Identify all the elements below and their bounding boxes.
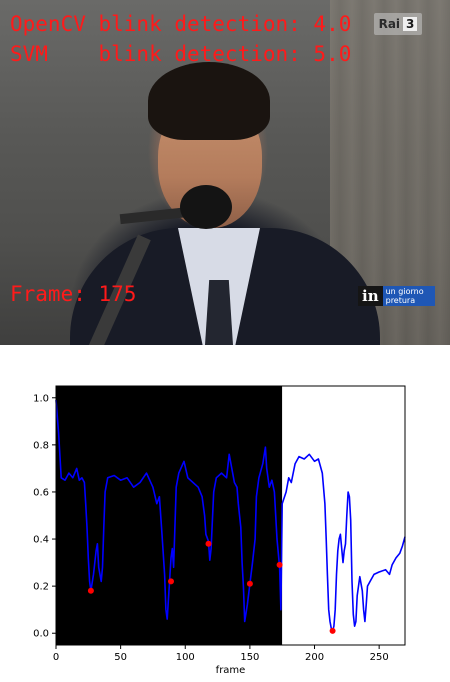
x-tick-label: 50 bbox=[114, 652, 127, 663]
channel-logo-number: 3 bbox=[403, 17, 418, 31]
channel-logo: Rai 3 bbox=[374, 13, 422, 35]
y-tick-label: 1.0 bbox=[33, 393, 49, 404]
frame-counter: Frame: 175 bbox=[10, 282, 137, 306]
program-badge: in un giorno pretura bbox=[358, 286, 435, 306]
x-axis-label: frame bbox=[216, 665, 246, 676]
x-tick-label: 250 bbox=[370, 652, 389, 663]
y-axis: 0.0 0.2 0.4 0.6 0.8 1.0 bbox=[33, 393, 56, 640]
x-tick-label: 0 bbox=[53, 652, 59, 663]
svm-blink-count: SVM blink detection: 5.0 bbox=[10, 42, 352, 66]
program-badge-line-1: un giorno bbox=[385, 287, 424, 296]
axes-frame bbox=[55, 385, 406, 646]
blink-signal-chart: 0 50 100 150 200 250 0.0 0.2 0.4 0.6 0.8 1.0 frame bbox=[0, 380, 450, 682]
blink-marker-1 bbox=[87, 587, 94, 594]
series-layer bbox=[55, 400, 406, 634]
microphone-icon bbox=[180, 185, 232, 229]
program-badge-logo: in bbox=[358, 286, 383, 306]
y-tick-label: 0.6 bbox=[33, 487, 49, 498]
blink-marker-3 bbox=[205, 540, 212, 547]
y-tick-label: 0.2 bbox=[33, 582, 49, 593]
x-tick-label: 200 bbox=[305, 652, 324, 663]
chart-svg: 0 50 100 150 200 250 0.0 0.2 0.4 0.6 0.8 1.0 frame bbox=[33, 385, 406, 676]
blink-marker-5 bbox=[276, 561, 283, 568]
y-tick-label: 0.4 bbox=[33, 535, 49, 546]
y-tick-label: 0.0 bbox=[33, 629, 49, 640]
program-badge-line-2: pretura bbox=[385, 296, 416, 305]
signal-line bbox=[55, 400, 406, 632]
channel-logo-text: Rai bbox=[378, 17, 401, 31]
x-axis: 0 50 100 150 200 250 bbox=[53, 645, 389, 663]
blink-marker-2 bbox=[168, 578, 174, 585]
video-frame: OpenCV blink detection: 4.0 SVM blink de… bbox=[0, 0, 450, 345]
unprocessed-region bbox=[282, 386, 405, 645]
y-tick-label: 0.8 bbox=[33, 440, 49, 451]
opencv-blink-count: OpenCV blink detection: 4.0 bbox=[10, 12, 352, 36]
x-tick-label: 150 bbox=[240, 652, 259, 663]
speaker-hair bbox=[148, 62, 270, 140]
x-tick-label: 100 bbox=[176, 652, 195, 663]
blink-marker-4 bbox=[246, 580, 253, 587]
blink-marker-6 bbox=[329, 627, 336, 634]
program-badge-label: un giorno pretura bbox=[382, 286, 435, 306]
processed-region bbox=[56, 386, 283, 645]
speaker-tie bbox=[205, 280, 233, 345]
